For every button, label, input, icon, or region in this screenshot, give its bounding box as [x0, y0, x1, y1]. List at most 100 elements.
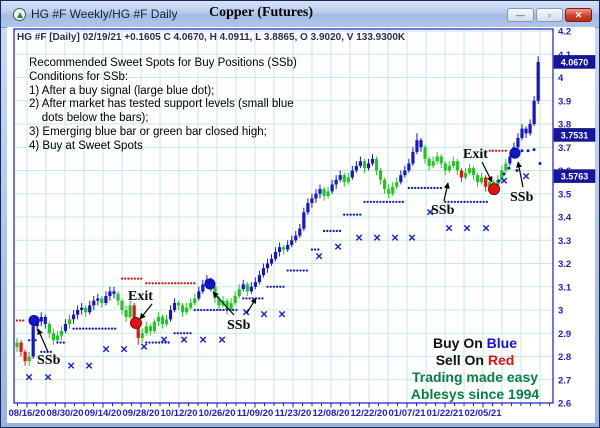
buy-signal-dot[interactable]	[204, 278, 216, 290]
support-dot	[206, 308, 209, 312]
restore-button[interactable]: ▫	[536, 8, 563, 22]
close-button[interactable]: ✕	[565, 8, 592, 22]
support-dot	[317, 248, 320, 251]
x-axis-label: 10/12/20	[161, 408, 198, 419]
resistance-dot	[145, 282, 148, 285]
support-dot	[75, 327, 78, 330]
candle-body	[463, 172, 468, 178]
candle-body	[427, 158, 431, 166]
support-dot	[78, 327, 82, 330]
sell-signal-dot[interactable]	[488, 183, 500, 196]
candle-body	[120, 300, 124, 310]
support-dot	[502, 172, 506, 176]
support-dot	[444, 200, 447, 204]
support-dot	[157, 341, 161, 344]
sweet-spot-x-mark: ×	[463, 221, 471, 236]
resistance-dot	[501, 149, 504, 152]
support-dot	[222, 308, 225, 312]
annotation-line: Recommended Sweet Spots for Buy Position…	[29, 57, 297, 69]
support-dot	[235, 308, 238, 312]
candle-body	[508, 156, 512, 164]
resistance-dot	[130, 277, 133, 280]
candle-body	[536, 61, 540, 101]
candle-body	[249, 286, 253, 292]
price-tag	[553, 55, 596, 69]
sweet-spot-x-mark: ×	[140, 339, 148, 354]
support-dot	[186, 332, 189, 335]
price-tag-label: 3.7531	[561, 130, 589, 140]
annotation-line: 2) After market has tested support level…	[29, 98, 294, 111]
support-dot	[401, 200, 404, 204]
support-dot	[151, 341, 154, 344]
support-dot	[460, 200, 463, 204]
candle-body	[471, 168, 476, 176]
y-axis-label: 3.2	[558, 259, 571, 270]
support-dot	[251, 297, 254, 300]
support-dot	[372, 200, 376, 204]
buy-signal-dot[interactable]	[509, 147, 521, 159]
candle-body	[51, 333, 55, 341]
candle-body	[282, 247, 286, 250]
resistance-dot	[133, 277, 136, 280]
support-dot	[261, 297, 264, 300]
sweet-spot-x-mark: ×	[120, 342, 128, 357]
support-dot	[433, 186, 436, 190]
support-dot	[104, 327, 107, 330]
support-dot	[349, 213, 352, 216]
candle-body	[500, 170, 504, 180]
support-dot	[453, 200, 456, 204]
candle-body	[488, 182, 492, 187]
support-dot	[343, 213, 346, 216]
resistance-dot	[19, 319, 22, 322]
support-dot	[296, 269, 299, 272]
candle-body	[516, 137, 520, 148]
candle-body	[383, 179, 387, 190]
support-dot	[282, 285, 285, 288]
minimize-button[interactable]: —	[507, 8, 534, 22]
candle-body	[88, 305, 92, 313]
price-tag	[553, 128, 596, 142]
buy-signal-dot[interactable]	[28, 314, 40, 326]
candle-body	[245, 284, 249, 292]
support-dot	[407, 186, 411, 190]
title-bar[interactable]: HG #F Weekly/HG #F Daily Copper (Futures…	[1, 1, 599, 28]
support-dot	[302, 269, 305, 272]
support-dot	[482, 200, 485, 204]
candle-body	[358, 161, 362, 166]
sell-signal-dot[interactable]	[130, 317, 142, 330]
candle-body	[419, 140, 423, 148]
price-tag-label: 4.0670	[561, 57, 589, 67]
sweet-spot-x-mark: ×	[160, 332, 168, 347]
candle-body	[55, 335, 59, 341]
x-axis-label: 02/05/21	[465, 408, 503, 419]
candle-body	[181, 305, 185, 313]
support-dot	[216, 308, 219, 312]
promo-line: Trading made easy	[411, 369, 539, 385]
support-dot	[49, 350, 52, 353]
candle-body	[342, 175, 346, 183]
candle-body	[233, 296, 237, 304]
support-dot	[310, 248, 314, 251]
candle-body	[467, 168, 472, 173]
support-dot	[225, 308, 228, 312]
annotation-line: 3) Emerging blue bar or green bar closed…	[29, 125, 267, 138]
sweet-spot-x-mark: ×	[25, 369, 33, 384]
candle-body	[100, 298, 104, 304]
x-axis-label: 12/08/20	[313, 408, 350, 419]
candle-body	[524, 128, 528, 134]
candle-body	[237, 289, 241, 297]
promo-line: Ablesys since 1994	[410, 386, 540, 402]
sweet-spot-x-mark: ×	[44, 369, 52, 384]
support-dot	[173, 332, 176, 335]
signal-arrow	[481, 161, 493, 183]
support-dot	[82, 327, 85, 330]
candle-body	[528, 124, 532, 134]
support-dot	[472, 200, 476, 204]
x-axis-label: 08/30/20	[47, 408, 84, 419]
candle-body	[43, 316, 47, 324]
support-dot	[417, 186, 420, 190]
candle-body	[451, 161, 455, 166]
candle-body	[475, 175, 480, 183]
candle-body	[302, 212, 306, 229]
